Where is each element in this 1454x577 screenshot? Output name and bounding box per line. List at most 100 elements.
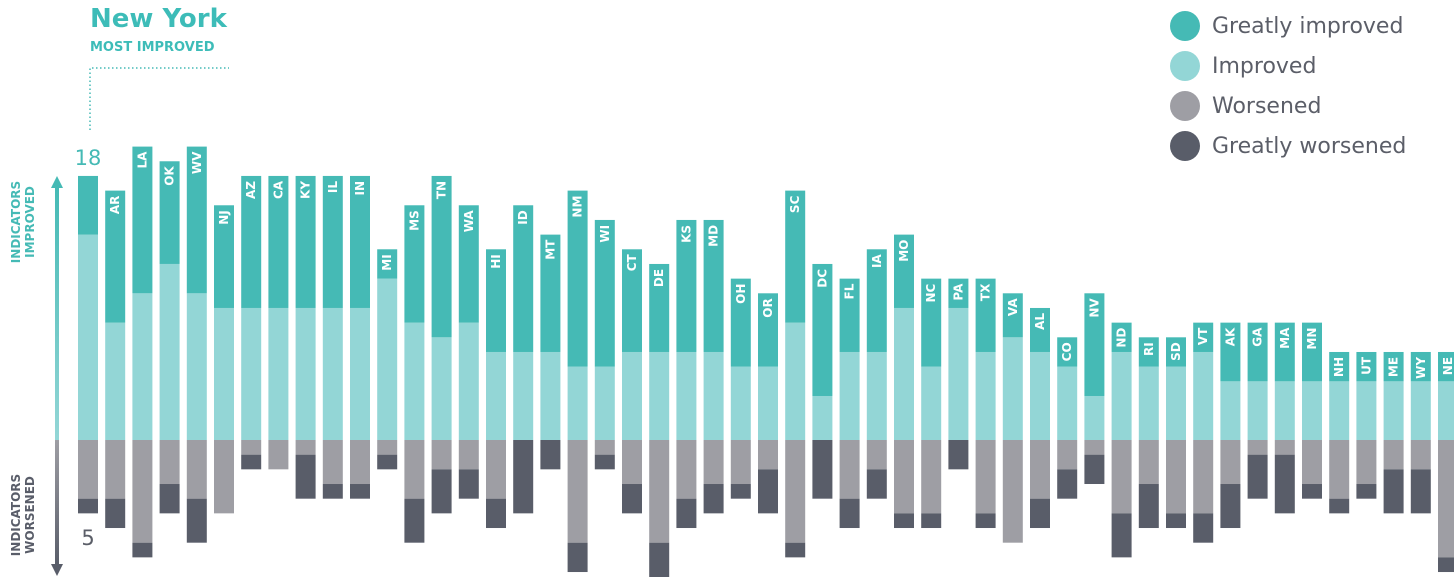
bar-worsened-ND	[1111, 440, 1132, 514]
bar-worsened-SD	[1166, 440, 1186, 514]
bar-greatly-worsened-TX	[975, 513, 996, 529]
state-label-NV: NV	[1087, 298, 1101, 318]
bar-greatly-improved-MS	[404, 205, 425, 323]
bar-greatly-worsened-AR	[105, 498, 126, 529]
bar-worsened-TX	[975, 440, 996, 514]
bar-worsened-KS	[676, 440, 697, 499]
state-label-ID: ID	[516, 210, 530, 224]
bar-greatly-improved-GA	[1247, 322, 1268, 382]
improved-swatch-icon	[1170, 51, 1200, 81]
bar-greatly-improved-ME	[1383, 351, 1404, 382]
bar-greatly-improved-VT	[1193, 322, 1214, 352]
bar-greatly-worsened-WA	[458, 469, 479, 499]
bar-improved-TN	[431, 337, 452, 440]
bar-greatly-worsened-DC	[812, 440, 833, 499]
bar-greatly-improved-AZ	[241, 175, 262, 308]
state-label-NM: NM	[571, 196, 585, 218]
bar-improved-NM	[567, 366, 588, 440]
bar-greatly-worsened-UT	[1356, 484, 1377, 499]
bar-greatly-improved-NC	[921, 278, 942, 367]
bar-improved-WV	[186, 293, 207, 440]
bar-worsened-NJ	[214, 440, 234, 514]
bar-worsened-RI	[1138, 440, 1159, 485]
bar-worsened-DE	[649, 440, 670, 543]
bar-greatly-improved-VA	[1002, 293, 1023, 338]
bar-worsened-UT	[1356, 440, 1377, 485]
bar-greatly-improved-NE	[1438, 351, 1454, 382]
bar-greatly-worsened-IN	[350, 484, 370, 499]
bar-greatly-worsened-OK	[159, 484, 180, 514]
state-label-SC: SC	[788, 195, 802, 213]
bar-worsened-MS	[404, 440, 425, 499]
bar-improved-NY	[78, 234, 98, 440]
bar-improved-MD	[703, 351, 724, 440]
bar-worsened-VA	[1002, 440, 1023, 543]
legend-label: Improved	[1212, 53, 1317, 79]
bar-worsened-ME	[1383, 440, 1404, 470]
bar-improved-MO	[894, 307, 914, 440]
bar-improved-DC	[812, 395, 833, 440]
bar-greatly-worsened-OH	[730, 484, 751, 499]
bar-greatly-improved-DE	[649, 263, 670, 352]
bar-greatly-worsened-NE	[1438, 557, 1454, 573]
bar-improved-OR	[758, 366, 778, 440]
bar-improved-HI	[486, 351, 506, 440]
bar-improved-IN	[350, 307, 370, 440]
state-label-TX: TX	[979, 283, 993, 301]
state-label-CT: CT	[625, 253, 639, 271]
state-label-NE: NE	[1441, 357, 1454, 375]
bar-improved-AR	[105, 322, 126, 440]
bar-greatly-improved-SC	[785, 190, 806, 323]
bar-improved-UT	[1356, 381, 1377, 440]
legend: Greatly improved Improved Worsened Great…	[1170, 6, 1406, 166]
bar-greatly-worsened-ME	[1383, 469, 1404, 514]
bottom-tick-label: 5	[81, 526, 94, 550]
bar-greatly-worsened-CO	[1057, 469, 1078, 499]
bar-greatly-improved-CA	[268, 175, 289, 308]
bar-greatly-improved-MO	[894, 234, 914, 308]
bar-improved-AL	[1030, 351, 1050, 440]
bar-improved-NE	[1438, 381, 1454, 440]
bar-greatly-improved-ND	[1111, 322, 1132, 352]
improved-axis-arrow-icon	[51, 176, 63, 188]
bar-greatly-worsened-WI	[594, 454, 615, 470]
bar-improved-CO	[1057, 366, 1078, 440]
bar-worsened-AR	[105, 440, 126, 499]
legend-item-worsened: Worsened	[1170, 86, 1406, 126]
bar-improved-SC	[785, 322, 806, 440]
bar-greatly-improved-NV	[1084, 293, 1105, 396]
state-label-ME: ME	[1387, 357, 1401, 377]
bar-greatly-improved-TX	[975, 278, 996, 352]
bar-worsened-NH	[1329, 440, 1350, 499]
bar-greatly-worsened-NY	[78, 498, 98, 514]
bar-improved-DE	[649, 351, 670, 440]
state-label-ND: ND	[1115, 328, 1129, 348]
bar-greatly-worsened-KS	[676, 498, 697, 529]
bar-greatly-improved-WY	[1410, 351, 1431, 382]
bar-improved-LA	[132, 293, 153, 440]
state-label-IL: IL	[326, 181, 340, 193]
bar-improved-OH	[730, 366, 751, 440]
state-label-MI: MI	[380, 254, 394, 270]
bar-improved-AZ	[241, 307, 262, 440]
bar-greatly-improved-CO	[1057, 337, 1078, 367]
bar-worsened-LA	[132, 440, 153, 543]
bar-improved-IA	[866, 351, 887, 440]
bar-greatly-improved-AR	[105, 190, 126, 323]
bar-greatly-worsened-MO	[894, 513, 914, 529]
bar-greatly-worsened-KY	[295, 454, 316, 499]
legend-label: Greatly improved	[1212, 13, 1404, 39]
state-label-MD: MD	[707, 225, 721, 247]
bar-greatly-improved-OR	[758, 293, 778, 367]
state-label-WY: WY	[1414, 357, 1428, 379]
state-label-DE: DE	[652, 269, 666, 287]
state-label-OK: OK	[163, 166, 177, 186]
bar-worsened-MO	[894, 440, 914, 514]
bar-greatly-improved-AK	[1220, 322, 1241, 382]
bar-worsened-WV	[186, 440, 207, 499]
bar-greatly-worsened-VT	[1193, 513, 1214, 543]
bar-greatly-worsened-LA	[132, 542, 153, 558]
bar-greatly-worsened-NH	[1329, 498, 1350, 514]
state-label-DC: DC	[815, 269, 829, 288]
